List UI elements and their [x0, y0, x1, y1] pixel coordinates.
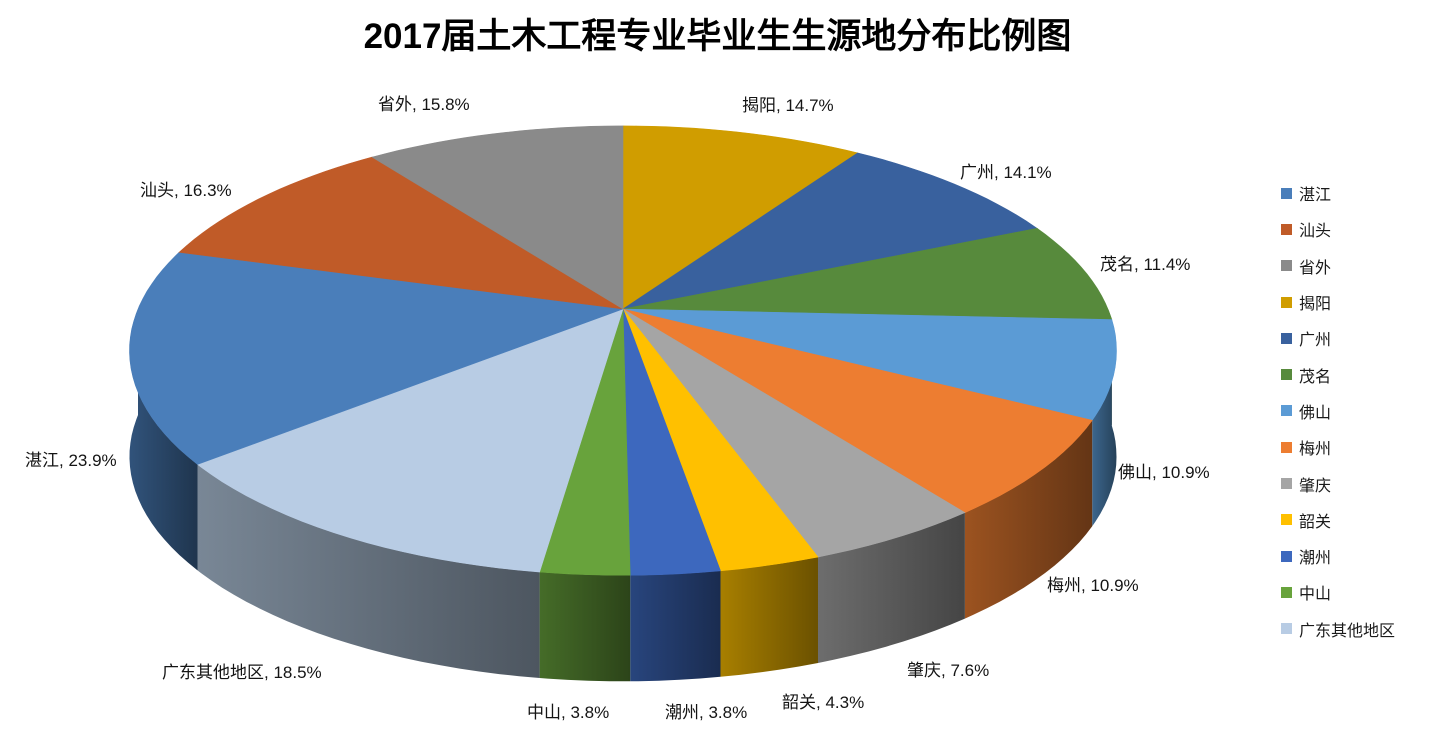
chart-title: 2017届土木工程专业毕业生生源地分布比例图	[363, 17, 1072, 56]
legend-label: 广东其他地区	[1299, 622, 1396, 640]
legend-swatch	[1281, 332, 1292, 344]
pie-slice[interactable]	[371, 125, 624, 310]
pie-slice-side[interactable]	[1092, 319, 1117, 527]
legend-label: 茂名	[1299, 368, 1332, 386]
pie-slice-side[interactable]	[129, 309, 198, 571]
pie-slice[interactable]	[622, 152, 1038, 310]
legend-label: 潮州	[1299, 550, 1332, 568]
legend-swatch	[1281, 296, 1292, 308]
legend-label: 湛江	[1299, 187, 1332, 205]
pie-slice[interactable]	[622, 308, 966, 558]
legend-item[interactable]: 揭阳	[1281, 284, 1395, 320]
legend-item[interactable]: 佛山	[1281, 393, 1395, 429]
legend-item[interactable]: 肇庆	[1281, 465, 1395, 501]
pie-slice[interactable]	[539, 308, 631, 576]
legend-item[interactable]: 茂名	[1281, 356, 1395, 392]
pie-slice[interactable]	[129, 251, 624, 465]
legend-swatch	[1281, 187, 1292, 199]
pie-slice-side[interactable]	[630, 570, 721, 682]
legend-swatch	[1281, 260, 1292, 272]
legend-item[interactable]: 潮州	[1281, 538, 1395, 574]
pie-slice-side[interactable]	[818, 512, 965, 663]
legend-label: 汕头	[1299, 223, 1332, 241]
pie-slice[interactable]	[196, 308, 624, 573]
pie-slice-side[interactable]	[197, 464, 540, 678]
legend-label: 广州	[1299, 332, 1332, 350]
legend-swatch	[1281, 586, 1292, 598]
legend-label: 省外	[1299, 259, 1332, 277]
legend-item[interactable]: 湛江	[1281, 175, 1395, 211]
legend-label: 中山	[1299, 586, 1332, 604]
legend-item[interactable]: 中山	[1281, 574, 1395, 610]
pie-slice[interactable]	[178, 156, 624, 310]
legend-swatch	[1281, 478, 1292, 490]
legend-swatch	[1281, 223, 1292, 235]
legend-item[interactable]: 广东其他地区	[1281, 611, 1395, 647]
legend-swatch	[1281, 405, 1292, 417]
legend-label: 韶关	[1299, 513, 1332, 531]
legend-swatch	[1281, 514, 1292, 526]
legend-label: 梅州	[1299, 441, 1332, 459]
legend-swatch	[1281, 623, 1292, 635]
legend-label: 揭阳	[1299, 296, 1332, 314]
legend: 湛江汕头省外揭阳广州茂名佛山梅州肇庆韶关潮州中山广东其他地区	[1281, 175, 1395, 647]
pie-slice[interactable]	[622, 308, 1093, 513]
pie-slice-side[interactable]	[964, 420, 1093, 619]
pie-slice[interactable]	[622, 308, 1117, 421]
legend-swatch	[1281, 441, 1292, 453]
legend-item[interactable]: 韶关	[1281, 502, 1395, 538]
legend-swatch	[1281, 369, 1292, 381]
legend-item[interactable]: 广州	[1281, 320, 1395, 356]
pie-slice[interactable]	[622, 308, 721, 576]
legend-item[interactable]: 梅州	[1281, 429, 1395, 465]
legend-item[interactable]: 汕头	[1281, 211, 1395, 247]
pie-slice[interactable]	[622, 125, 859, 310]
legend-item[interactable]: 省外	[1281, 248, 1395, 284]
legend-label: 佛山	[1299, 404, 1332, 422]
pie-slice-side[interactable]	[539, 572, 631, 682]
legend-swatch	[1281, 550, 1292, 562]
pie-slice[interactable]	[622, 308, 819, 572]
legend-label: 肇庆	[1299, 477, 1332, 495]
pie-slice-side[interactable]	[720, 557, 819, 677]
pie-slice[interactable]	[622, 227, 1113, 320]
